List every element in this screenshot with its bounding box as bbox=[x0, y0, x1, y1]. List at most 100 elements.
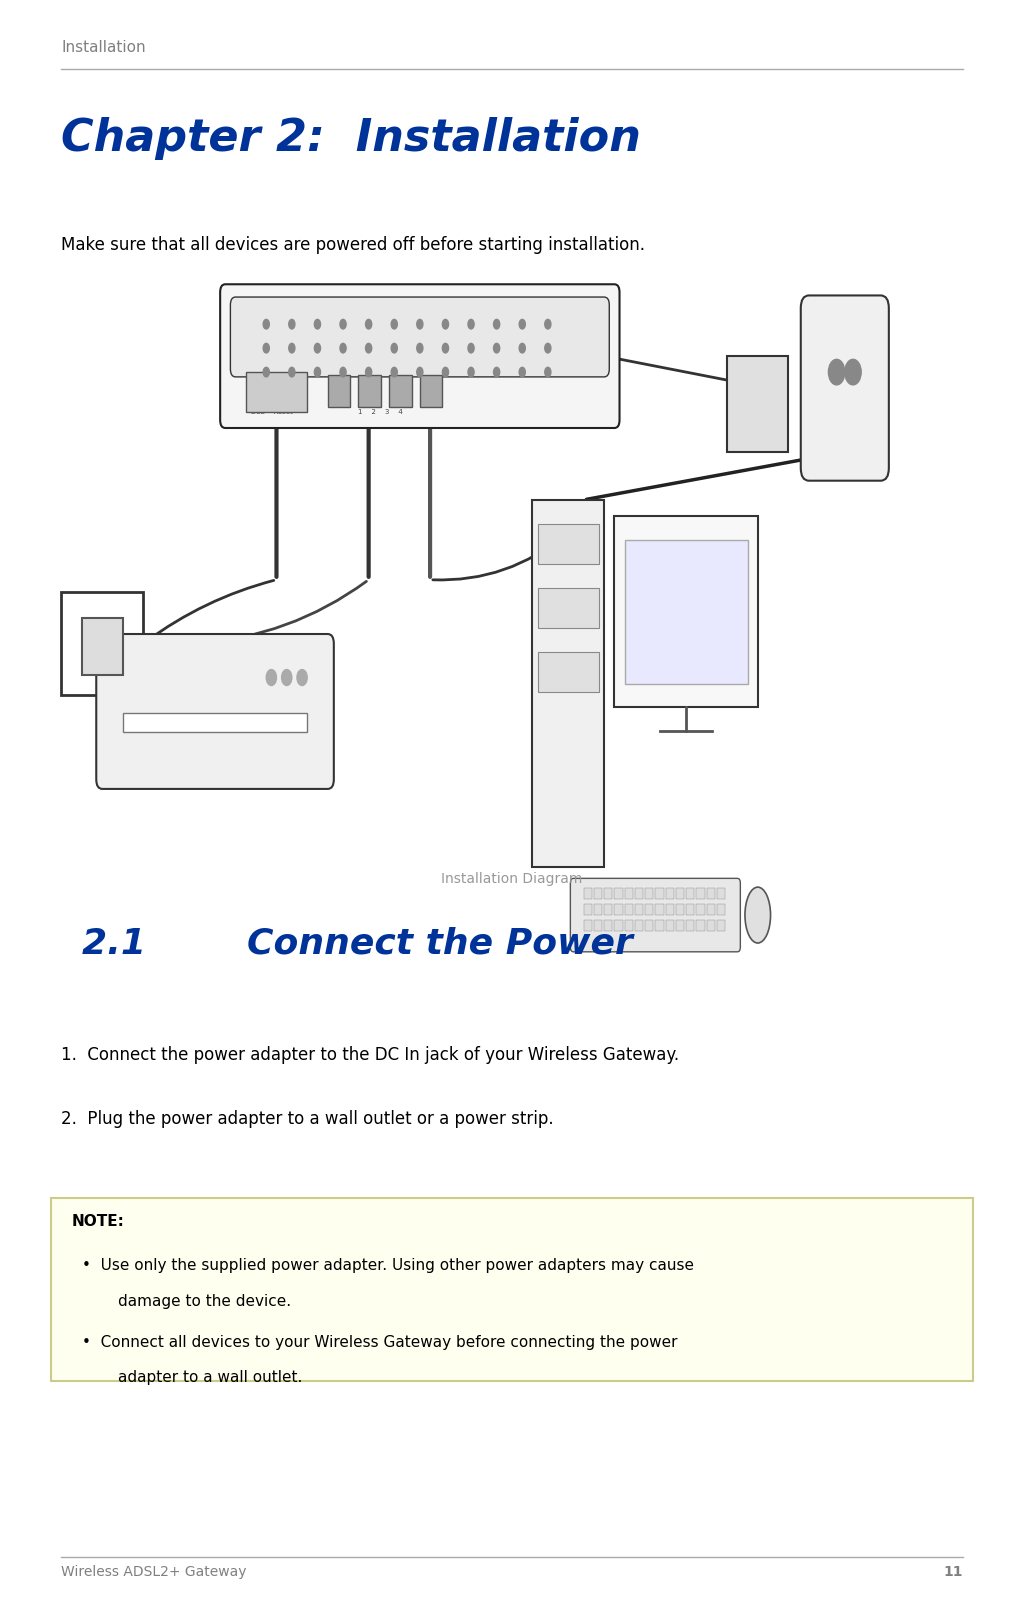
Circle shape bbox=[519, 367, 525, 377]
Circle shape bbox=[266, 669, 276, 685]
Circle shape bbox=[314, 343, 321, 353]
Circle shape bbox=[519, 319, 525, 329]
Bar bbox=[655, 920, 664, 931]
Circle shape bbox=[340, 319, 346, 329]
Text: DSL    Reset: DSL Reset bbox=[251, 409, 293, 415]
Bar bbox=[676, 904, 684, 915]
Circle shape bbox=[468, 343, 474, 353]
Bar bbox=[614, 904, 623, 915]
Bar bbox=[686, 888, 694, 899]
Circle shape bbox=[442, 319, 449, 329]
Circle shape bbox=[263, 319, 269, 329]
Bar bbox=[686, 920, 694, 931]
Bar bbox=[717, 904, 725, 915]
Text: adapter to a wall outlet.: adapter to a wall outlet. bbox=[118, 1370, 302, 1385]
Circle shape bbox=[494, 319, 500, 329]
Circle shape bbox=[366, 319, 372, 329]
Text: Chapter 2:  Installation: Chapter 2: Installation bbox=[61, 117, 641, 160]
Bar bbox=[666, 920, 674, 931]
Circle shape bbox=[417, 367, 423, 377]
Bar bbox=[717, 920, 725, 931]
Bar bbox=[594, 920, 602, 931]
FancyBboxPatch shape bbox=[96, 634, 334, 789]
Bar bbox=[655, 904, 664, 915]
Circle shape bbox=[494, 367, 500, 377]
Bar bbox=[635, 904, 643, 915]
Bar bbox=[538, 524, 599, 564]
Circle shape bbox=[314, 367, 321, 377]
Bar bbox=[696, 920, 705, 931]
Circle shape bbox=[417, 319, 423, 329]
Circle shape bbox=[366, 343, 372, 353]
Bar bbox=[123, 712, 307, 731]
Bar bbox=[707, 920, 715, 931]
Circle shape bbox=[289, 367, 295, 377]
Bar bbox=[594, 904, 602, 915]
Circle shape bbox=[263, 367, 269, 377]
Circle shape bbox=[289, 319, 295, 329]
Ellipse shape bbox=[745, 888, 771, 942]
Circle shape bbox=[282, 669, 292, 685]
FancyBboxPatch shape bbox=[220, 284, 620, 428]
Bar bbox=[538, 652, 599, 692]
Circle shape bbox=[468, 367, 474, 377]
Bar bbox=[625, 904, 633, 915]
Text: 2.  Plug the power adapter to a wall outlet or a power strip.: 2. Plug the power adapter to a wall outl… bbox=[61, 1110, 554, 1127]
Circle shape bbox=[545, 319, 551, 329]
Text: NOTE:: NOTE: bbox=[72, 1214, 125, 1228]
Bar bbox=[538, 588, 599, 628]
Bar bbox=[717, 888, 725, 899]
Text: Installation Diagram: Installation Diagram bbox=[441, 872, 583, 886]
Bar bbox=[645, 920, 653, 931]
Bar bbox=[604, 888, 612, 899]
Bar bbox=[584, 888, 592, 899]
Bar bbox=[655, 888, 664, 899]
Bar bbox=[727, 356, 788, 452]
Text: 1.  Connect the power adapter to the DC In jack of your Wireless Gateway.: 1. Connect the power adapter to the DC I… bbox=[61, 1046, 680, 1064]
Bar bbox=[614, 888, 623, 899]
Circle shape bbox=[391, 367, 397, 377]
Circle shape bbox=[340, 343, 346, 353]
Text: 2.1        Connect the Power: 2.1 Connect the Power bbox=[82, 926, 633, 960]
Circle shape bbox=[828, 359, 845, 385]
Bar bbox=[82, 618, 123, 674]
Bar bbox=[686, 904, 694, 915]
FancyBboxPatch shape bbox=[51, 1198, 973, 1381]
Circle shape bbox=[468, 319, 474, 329]
Circle shape bbox=[845, 359, 861, 385]
Bar bbox=[635, 888, 643, 899]
Bar bbox=[666, 904, 674, 915]
Bar bbox=[614, 920, 623, 931]
Bar bbox=[584, 920, 592, 931]
Text: damage to the device.: damage to the device. bbox=[118, 1294, 291, 1308]
Circle shape bbox=[545, 343, 551, 353]
Bar bbox=[635, 920, 643, 931]
Bar bbox=[604, 904, 612, 915]
Circle shape bbox=[417, 343, 423, 353]
Circle shape bbox=[297, 669, 307, 685]
FancyBboxPatch shape bbox=[570, 878, 740, 952]
Circle shape bbox=[263, 343, 269, 353]
Circle shape bbox=[442, 343, 449, 353]
Bar bbox=[614, 516, 758, 707]
Text: 11: 11 bbox=[943, 1565, 963, 1579]
Circle shape bbox=[314, 319, 321, 329]
Bar bbox=[707, 888, 715, 899]
Bar bbox=[696, 904, 705, 915]
Bar bbox=[707, 904, 715, 915]
Text: •  Connect all devices to your Wireless Gateway before connecting the power: • Connect all devices to your Wireless G… bbox=[82, 1335, 678, 1349]
Circle shape bbox=[391, 343, 397, 353]
Circle shape bbox=[391, 319, 397, 329]
Circle shape bbox=[366, 367, 372, 377]
Text: 1    2    3    4: 1 2 3 4 bbox=[358, 409, 403, 415]
Bar bbox=[420, 375, 442, 407]
Circle shape bbox=[340, 367, 346, 377]
Bar bbox=[532, 500, 604, 867]
Bar bbox=[676, 920, 684, 931]
Bar bbox=[625, 540, 748, 684]
Circle shape bbox=[289, 343, 295, 353]
Bar bbox=[666, 888, 674, 899]
Bar bbox=[625, 920, 633, 931]
Circle shape bbox=[494, 343, 500, 353]
Bar bbox=[625, 888, 633, 899]
